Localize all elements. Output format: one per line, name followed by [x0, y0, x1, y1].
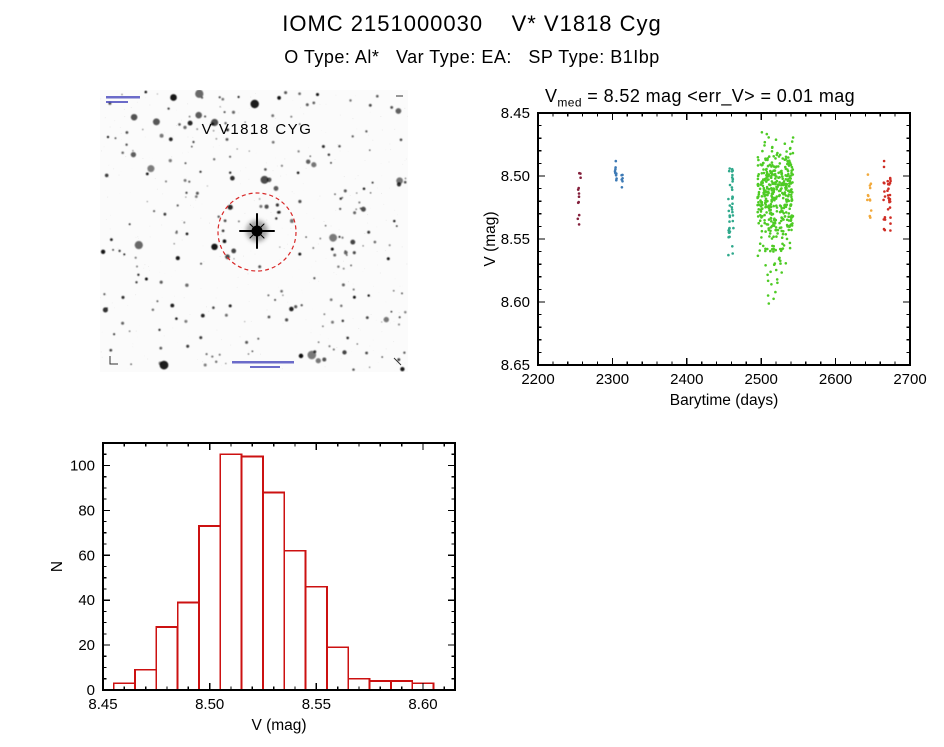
page-title: IOMC 2151000030 V* V1818 Cyg [282, 11, 662, 36]
scatter-cluster-epoch-2-blue [613, 159, 624, 189]
lightcurve-ylabel: V (mag) [482, 211, 499, 266]
scatter-cluster-epoch-5-orange [866, 173, 873, 219]
svg-text:8.55: 8.55 [302, 696, 331, 713]
svg-text:2400: 2400 [670, 371, 703, 388]
scatter-cluster-epoch-3-teal [727, 167, 735, 257]
finding-chart: V V1818 CYG [100, 90, 408, 372]
histogram-xlabel: V (mag) [251, 717, 306, 734]
vmed-prefix: V [544, 86, 558, 106]
scatter-cluster-epoch-4-green-main [756, 131, 795, 265]
annotation-smudge [250, 366, 280, 368]
vmed-value-text: = 8.52 mag <err_V> = 0.01 mag [581, 86, 856, 106]
histogram-ylabel: N [49, 561, 66, 572]
svg-text:40: 40 [78, 592, 95, 609]
svg-text:0: 0 [87, 682, 95, 699]
lightcurve-title: Vmed = 8.52 mag <err_V> = 0.01 mag [460, 86, 940, 110]
svg-text:8.50: 8.50 [195, 696, 224, 713]
svg-text:2300: 2300 [596, 371, 629, 388]
object-type-line: O Type: Al* Var Type: EA: SP Type: B1Ibp [284, 47, 660, 67]
annotation-smudge [232, 361, 294, 364]
svg-text:8.60: 8.60 [501, 294, 530, 311]
svg-text:80: 80 [78, 502, 95, 519]
target-label: V V1818 CYG [202, 121, 313, 138]
target-circle [217, 192, 297, 272]
svg-text:8.45: 8.45 [501, 105, 530, 122]
svg-text:8.50: 8.50 [501, 168, 530, 185]
svg-text:100: 100 [70, 457, 95, 474]
svg-text:2700: 2700 [893, 371, 926, 388]
scatter-cluster-epoch-1-darkred [576, 171, 582, 226]
svg-text:20: 20 [78, 637, 95, 654]
svg-text:2500: 2500 [745, 371, 778, 388]
svg-text:2600: 2600 [819, 371, 852, 388]
svg-text:8.45: 8.45 [88, 696, 117, 713]
svg-text:2200: 2200 [521, 371, 554, 388]
annotation-smudge [106, 101, 128, 103]
scatter-cluster-epoch-6-red [882, 159, 892, 232]
svg-text:60: 60 [78, 547, 95, 564]
svg-text:8.60: 8.60 [408, 696, 437, 713]
histogram-plot: 8.45 8.50 8.55 8.60 0 20 40 60 80 100 V (mag) N [49, 442, 456, 734]
vmed-subscript: med [557, 95, 582, 110]
scatter-cluster-epoch-4-green-eclipse-tail [764, 247, 783, 305]
lightcurve-plot: 2200 2300 2400 2500 2600 2700 8.45 8.50 8.55 8.60… [482, 105, 927, 409]
svg-text:8.55: 8.55 [501, 231, 530, 248]
svg-text:8.65: 8.65 [501, 357, 530, 374]
histogram-bars [112, 453, 435, 691]
lightcurve-xlabel: Barytime (days) [670, 392, 779, 409]
annotation-smudge [106, 96, 140, 99]
